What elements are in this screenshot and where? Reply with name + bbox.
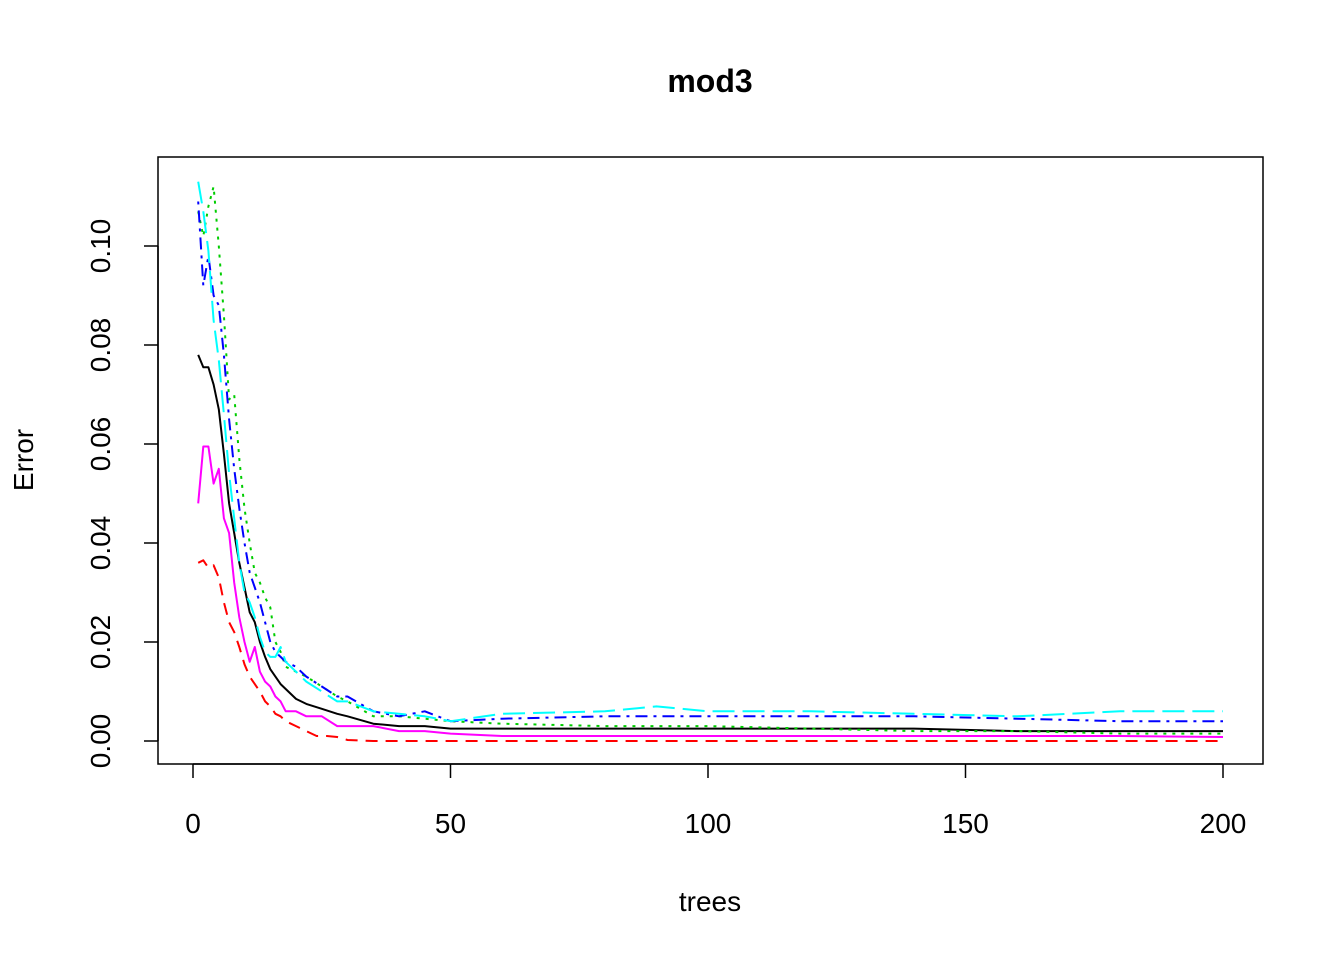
series-line-3 — [197, 185, 1223, 735]
x-axis-label: trees — [679, 886, 741, 917]
x-tick-label: 200 — [1200, 808, 1247, 839]
y-tick-label: 0.08 — [85, 318, 116, 373]
x-tick-label: 150 — [942, 808, 989, 839]
x-axis: 0 50 100 150 200 — [185, 763, 1247, 839]
x-tick-label: 50 — [435, 808, 466, 839]
y-tick-label: 0.06 — [85, 417, 116, 472]
series-line-5 — [197, 181, 1223, 723]
series-line-1 — [197, 354, 1223, 733]
y-axis: 0.00 0.02 0.04 0.06 0.08 0.10 — [85, 219, 159, 769]
y-tick-label: 0.00 — [85, 714, 116, 769]
series-lines — [197, 181, 1224, 742]
x-tick-label: 100 — [685, 808, 732, 839]
series-line-4 — [197, 201, 1223, 723]
y-tick-label: 0.10 — [85, 219, 116, 274]
y-tick-label: 0.04 — [85, 516, 116, 571]
series-line-6 — [197, 445, 1224, 738]
y-tick-label: 0.02 — [85, 615, 116, 670]
y-axis-label: Error — [8, 429, 39, 491]
chart-title: mod3 — [667, 63, 752, 99]
plot-frame — [157, 156, 1264, 765]
series-line-2 — [197, 559, 1223, 742]
x-tick-label: 0 — [185, 808, 201, 839]
